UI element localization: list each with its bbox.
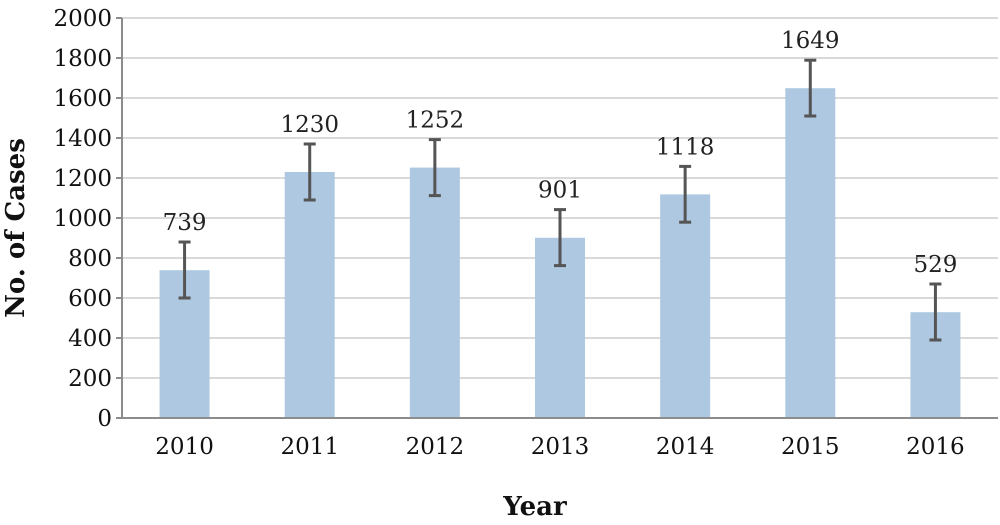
x-tick-label: 2013 (531, 434, 590, 460)
x-tick-labels: 2010 2011 2012 2013 2014 2015 2016 (155, 434, 964, 460)
error-bars (178, 58, 942, 342)
y-tick-label: 0 (97, 406, 112, 432)
y-tick-labels: 0 200 400 600 800 1000 1200 1400 1600 1800 2000 (53, 6, 112, 432)
y-tick-label: 600 (68, 286, 112, 312)
x-tick-label: 2014 (656, 434, 715, 460)
bar-2013 (535, 237, 585, 418)
x-tick-label: 2015 (781, 434, 840, 460)
data-label: 1118 (656, 134, 715, 160)
x-tick-label: 2012 (406, 434, 465, 460)
x-axis-title: Year (502, 492, 567, 522)
y-tick-label: 200 (68, 366, 112, 392)
data-label: 1649 (781, 28, 840, 54)
y-tick-label: 400 (68, 326, 112, 352)
x-tick-label: 2010 (155, 434, 214, 460)
data-label: 1230 (280, 112, 339, 138)
data-label: 529 (913, 252, 957, 278)
y-tick-label: 1800 (53, 46, 112, 72)
y-tick-label: 1400 (53, 126, 112, 152)
y-tick-label: 1000 (53, 206, 112, 232)
data-label: 901 (538, 178, 582, 204)
axes (116, 17, 998, 419)
x-tick-label: 2011 (280, 434, 339, 460)
bar-2014 (660, 194, 711, 418)
y-axis-title: No. of Cases (1, 138, 31, 318)
y-tick-label: 2000 (53, 6, 112, 32)
data-labels: 739 1230 1252 901 1118 1649 529 (163, 28, 958, 278)
data-label: 739 (163, 210, 207, 236)
y-tick-label: 1200 (53, 166, 112, 192)
bar-2012 (409, 167, 460, 418)
y-tick-label: 800 (68, 246, 112, 272)
bar-2015 (785, 88, 836, 418)
bar-2011 (284, 172, 335, 418)
data-label: 1252 (406, 108, 465, 134)
x-tick-label: 2016 (906, 434, 965, 460)
y-tick-label: 1600 (53, 86, 112, 112)
